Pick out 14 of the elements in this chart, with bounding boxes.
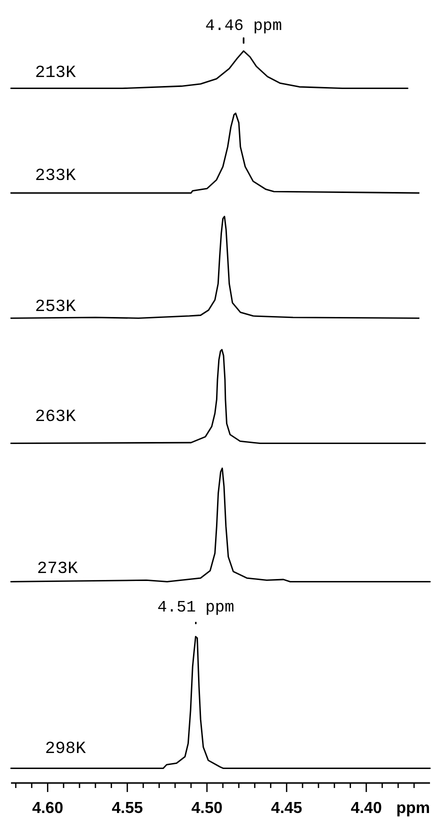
series-label: 213K xyxy=(35,64,77,83)
x-tick-label: 4.50 xyxy=(191,800,223,817)
series-label: 253K xyxy=(35,298,77,317)
series-label: 298K xyxy=(45,740,87,759)
annotation: 4.46 ppm xyxy=(205,17,282,35)
series-label: 233K xyxy=(35,167,77,186)
series-label: 273K xyxy=(37,560,79,579)
x-tick-label: 4.45 xyxy=(271,800,302,817)
series-label: 263K xyxy=(35,408,77,427)
x-tick-label: 4.40 xyxy=(350,800,382,817)
annotation: 4.51 ppm xyxy=(157,598,234,617)
x-axis-title: ppm xyxy=(396,800,430,817)
x-tick-label: 4.60 xyxy=(32,800,64,817)
x-tick-label: 4.55 xyxy=(112,800,143,817)
